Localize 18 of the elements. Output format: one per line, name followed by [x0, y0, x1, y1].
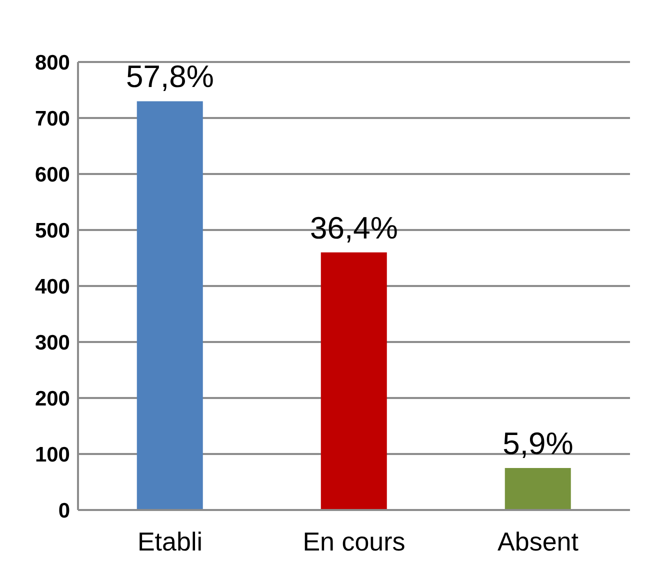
- y-tick-label: 800: [34, 51, 70, 74]
- y-tick-label: 200: [34, 387, 70, 410]
- annotation: 5,9%: [502, 426, 574, 461]
- annotation: 36,4%: [310, 210, 398, 246]
- y-tick-label: 300: [34, 331, 70, 354]
- y-tick-label: 600: [34, 163, 70, 186]
- bar: [136, 101, 203, 510]
- y-tick-label: 500: [34, 219, 70, 242]
- x-tick-label: Absent: [498, 526, 580, 556]
- bar: [504, 468, 571, 510]
- x-tick-label: Etabli: [137, 526, 203, 556]
- y-tick-label: 400: [34, 275, 70, 298]
- x-tick-label: En cours: [302, 526, 406, 556]
- annotation: 57,8%: [126, 59, 214, 94]
- y-tick-label: 0: [58, 499, 70, 522]
- y-tick-label: 700: [34, 107, 70, 130]
- y-tick-label: 100: [34, 443, 70, 466]
- bar: [320, 252, 387, 510]
